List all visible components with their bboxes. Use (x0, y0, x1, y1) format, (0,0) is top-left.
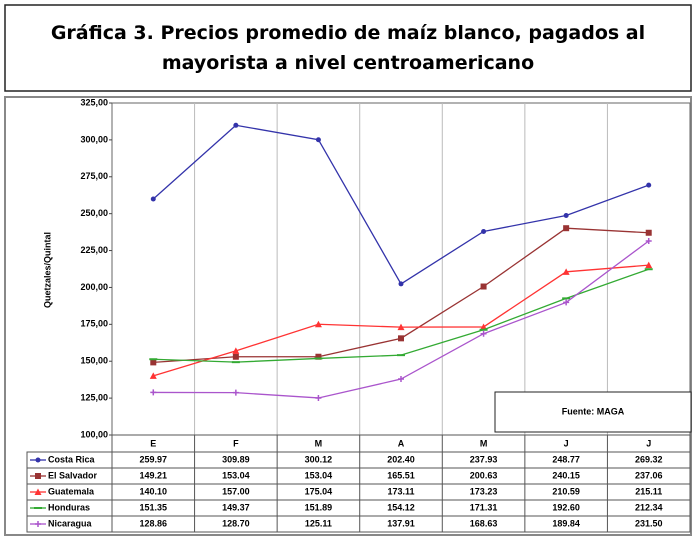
marker (233, 122, 239, 128)
table-cell: 154.12 (387, 502, 415, 512)
title-wrap: Gráfica 3. Precios promedio de maíz blan… (50, 22, 646, 74)
table-cell: 151.35 (140, 502, 168, 512)
x-tick-label: M (315, 438, 323, 448)
legend-label: El Salvador (48, 470, 98, 480)
table-cell: 212.34 (635, 502, 663, 512)
marker (563, 225, 570, 232)
y-axis-label: Quetzales/Quintal (42, 232, 52, 308)
table-cell: 173.23 (470, 486, 498, 496)
legend-marker (35, 473, 41, 479)
marker (232, 389, 239, 396)
table-cell: 259.97 (140, 454, 168, 464)
table-cell: 149.21 (140, 470, 168, 480)
marker (398, 335, 404, 342)
table-cell: 165.51 (387, 470, 415, 480)
legend-marker (34, 488, 42, 495)
marker (315, 137, 321, 143)
table-cell: 125.11 (305, 518, 332, 528)
y-tick-label: 325,00 (80, 97, 108, 107)
table-cell: 128.70 (222, 518, 250, 528)
legend-label: Honduras (48, 502, 90, 512)
y-tick-label: 100,00 (80, 429, 108, 439)
marker (562, 268, 570, 275)
table-cell: 210.59 (552, 486, 580, 496)
marker (398, 281, 404, 287)
marker (480, 323, 488, 330)
title-box (4, 4, 692, 92)
y-tick-label: 150,00 (80, 356, 108, 366)
y-tick-label: 200,00 (80, 282, 108, 292)
table-cell: 200.63 (470, 470, 498, 480)
marker (397, 323, 405, 331)
marker (315, 353, 322, 360)
marker (149, 372, 157, 379)
table-cell: 240.15 (552, 470, 580, 480)
table-cell: 202.40 (387, 454, 415, 464)
table-cell: 269.32 (635, 454, 663, 464)
table-cell: 128.86 (140, 518, 168, 528)
annotation-box (494, 391, 692, 433)
table-cell: 300.12 (305, 454, 333, 464)
y-tick-label: 225,00 (80, 245, 108, 255)
marker (480, 283, 487, 290)
table-cell: 157.00 (222, 486, 250, 496)
table-cell: 173.11 (387, 486, 414, 496)
y-tick-label: 275,00 (80, 171, 108, 181)
table-cell: 192.60 (552, 502, 580, 512)
table-cell: 140.10 (140, 486, 168, 496)
legend-label: Nicaragua (48, 518, 93, 528)
x-tick-label: A (398, 438, 405, 448)
table-cell: 248.77 (552, 454, 580, 464)
marker (232, 353, 239, 360)
x-tick-label: J (646, 438, 651, 448)
marker (315, 394, 322, 401)
marker (481, 228, 487, 234)
y-tick-label: 250,00 (80, 208, 108, 218)
legend-label: Costa Rica (48, 454, 96, 464)
marker (563, 299, 570, 306)
table-cell: 168.63 (470, 518, 498, 528)
legend-marker (35, 457, 41, 463)
marker (314, 320, 322, 328)
table-cell: 215.11 (635, 486, 662, 496)
marker (398, 376, 404, 383)
annotation: Fuente: MAGA (562, 406, 625, 416)
marker (150, 389, 157, 396)
marker (563, 212, 569, 218)
table-cell: 151.89 (305, 502, 333, 512)
table-cell: 237.06 (635, 470, 663, 480)
chart-frame (4, 96, 692, 536)
table-cell: 309.89 (222, 454, 250, 464)
marker (480, 330, 487, 337)
legend-marker (35, 521, 41, 527)
y-tick-label: 175,00 (80, 319, 108, 329)
marker (645, 229, 652, 236)
marker (646, 182, 652, 188)
table-cell: 237.93 (470, 454, 498, 464)
table-cell: 231.50 (635, 518, 663, 528)
marker (232, 347, 240, 354)
table-cell: 149.37 (222, 502, 250, 512)
x-tick-label: F (233, 438, 239, 448)
y-tick-label: 125,00 (80, 392, 108, 402)
x-tick-label: M (480, 438, 488, 448)
table-cell: 153.04 (222, 470, 250, 480)
x-tick-label: J (564, 438, 569, 448)
chart-title: Gráfica 3. Precios promedio de maíz blan… (50, 22, 646, 74)
y-tick-label: 300,00 (80, 134, 108, 144)
table-cell: 171.31 (470, 502, 498, 512)
marker (150, 196, 156, 202)
table-cell: 175.04 (305, 486, 333, 496)
marker (645, 237, 652, 244)
table-cell: 137.91 (387, 518, 415, 528)
table-cell: 153.04 (305, 470, 333, 480)
marker (645, 261, 653, 269)
legend-label: Guatemala (48, 486, 95, 496)
marker (150, 359, 157, 366)
table-cell: 189.84 (552, 518, 580, 528)
x-tick-label: E (150, 438, 156, 448)
